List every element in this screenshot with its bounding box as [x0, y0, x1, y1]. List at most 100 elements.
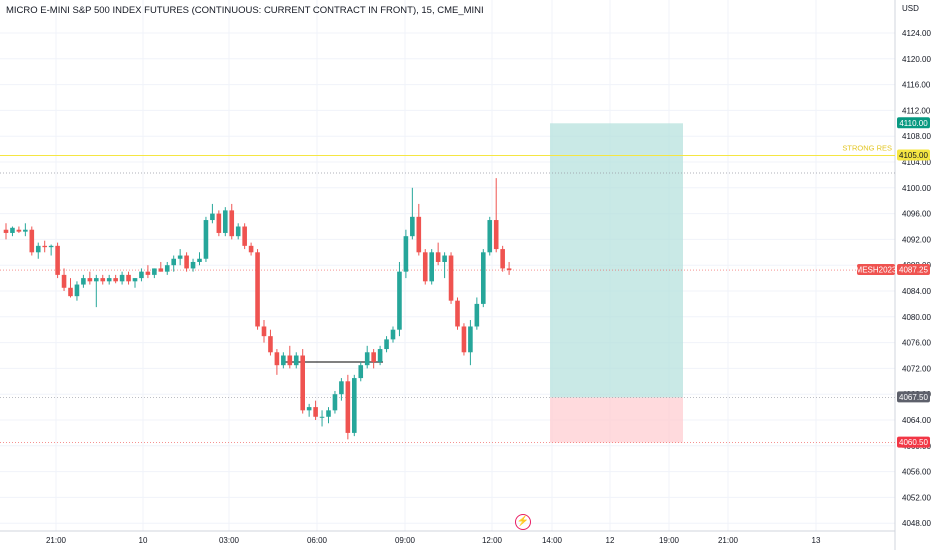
candle-body — [190, 261, 196, 269]
candle-body — [319, 416, 325, 418]
candle-body — [74, 284, 80, 297]
price-axis-label: 4060.50 — [899, 438, 928, 447]
candle-body — [197, 258, 202, 262]
chart-title: MICRO E-MINI S&P 500 INDEX FUTURES (CONT… — [6, 5, 484, 16]
x-tick-label: 19:00 — [659, 536, 680, 545]
price-axis-label: 4105.00 — [899, 151, 928, 160]
candle-body — [345, 381, 351, 433]
candle-body — [100, 278, 106, 282]
candle-body — [416, 216, 422, 253]
candle-body — [293, 355, 299, 366]
candle-body — [145, 271, 151, 275]
candle-body — [281, 355, 286, 366]
y-tick-label: 4064.00 — [902, 416, 931, 425]
candle-body — [48, 245, 54, 248]
stop-loss-zone — [550, 397, 683, 443]
candle-body — [10, 227, 15, 233]
candle-body — [29, 229, 35, 253]
price-axis-label: 4067.50 — [899, 393, 928, 402]
candle-body — [435, 252, 441, 262]
candle-body — [352, 378, 357, 433]
x-tick-label: 03:00 — [219, 536, 240, 545]
candle-body — [493, 220, 499, 250]
candle-body — [442, 255, 447, 262]
y-tick-label: 4092.00 — [902, 235, 931, 244]
y-tick-label: 4104.00 — [902, 158, 931, 167]
candle-body — [210, 213, 215, 221]
candle-body — [242, 226, 247, 246]
candle-body — [35, 245, 41, 253]
candle-body — [223, 210, 228, 233]
candle-body — [42, 245, 47, 248]
candle-body — [313, 407, 318, 417]
y-tick-label: 4096.00 — [902, 210, 931, 219]
candle-body — [306, 407, 312, 411]
candle-body — [461, 326, 467, 353]
candle-body — [358, 365, 364, 379]
flash-icon[interactable]: ⚡ — [515, 514, 531, 530]
y-tick-label: 4080.00 — [902, 313, 931, 322]
price-axis-label-bg — [897, 149, 930, 161]
candle-body — [274, 352, 280, 366]
candle-body — [410, 216, 415, 237]
candle-body — [55, 245, 60, 275]
y-tick-label: 4076.00 — [902, 339, 931, 348]
candle-body — [87, 278, 93, 282]
candle-body — [384, 339, 389, 350]
x-tick-label: 14:00 — [542, 536, 563, 545]
price-axis-label: 4087.25 — [899, 266, 928, 275]
x-tick-label: 13 — [812, 536, 821, 545]
candle-body — [506, 268, 512, 271]
candle-body — [422, 252, 428, 282]
candle-body — [94, 278, 99, 282]
y-tick-label: 4072.00 — [902, 364, 931, 373]
x-tick-label: 10 — [139, 536, 148, 545]
y-tick-label: 4124.00 — [902, 29, 931, 38]
candle-body — [158, 268, 164, 272]
candle-body — [132, 278, 138, 282]
candle-body — [481, 252, 486, 304]
candle-body — [300, 355, 305, 411]
y-tick-label: 4056.00 — [902, 468, 931, 477]
candle-body — [326, 410, 331, 417]
price-axis-label-bg — [897, 117, 930, 129]
y-tick-label: 4112.00 — [902, 106, 931, 115]
x-tick-label: 06:00 — [307, 536, 328, 545]
candle-body — [177, 255, 183, 259]
candle-body — [455, 300, 460, 327]
candle-body — [390, 329, 396, 340]
candle-body — [61, 274, 67, 288]
candle-body — [164, 265, 170, 272]
candle-body — [81, 278, 86, 285]
price-axis-label-bg — [897, 264, 930, 276]
candle-body — [500, 249, 505, 269]
candle-body — [468, 326, 473, 353]
candle-body — [397, 271, 402, 330]
candle-body — [332, 394, 338, 411]
candle-body — [377, 349, 383, 362]
y-tick-label: 4100.00 — [902, 184, 931, 193]
y-tick-label: 4048.00 — [902, 519, 931, 528]
candle-body — [126, 274, 131, 282]
y-tick-label: 4052.00 — [902, 493, 931, 502]
x-tick-label: 21:00 — [46, 536, 67, 545]
candle-body — [364, 352, 370, 366]
candle-body — [113, 278, 118, 282]
currency-label: USD — [902, 4, 919, 13]
candle-body — [287, 355, 293, 366]
take-profit-zone — [550, 123, 683, 398]
x-tick-label: 12 — [606, 536, 615, 545]
candle-body — [255, 252, 260, 327]
candle-body — [403, 236, 409, 272]
candle-body — [119, 274, 125, 282]
candle-body — [139, 271, 144, 279]
resistance-label: STRONG RES — [842, 144, 892, 153]
candle-body — [474, 303, 480, 327]
candle-body — [203, 220, 209, 259]
candle-body — [216, 213, 222, 233]
candle-body — [106, 278, 112, 282]
candle-body — [371, 352, 376, 362]
x-tick-label: 12:00 — [482, 536, 503, 545]
